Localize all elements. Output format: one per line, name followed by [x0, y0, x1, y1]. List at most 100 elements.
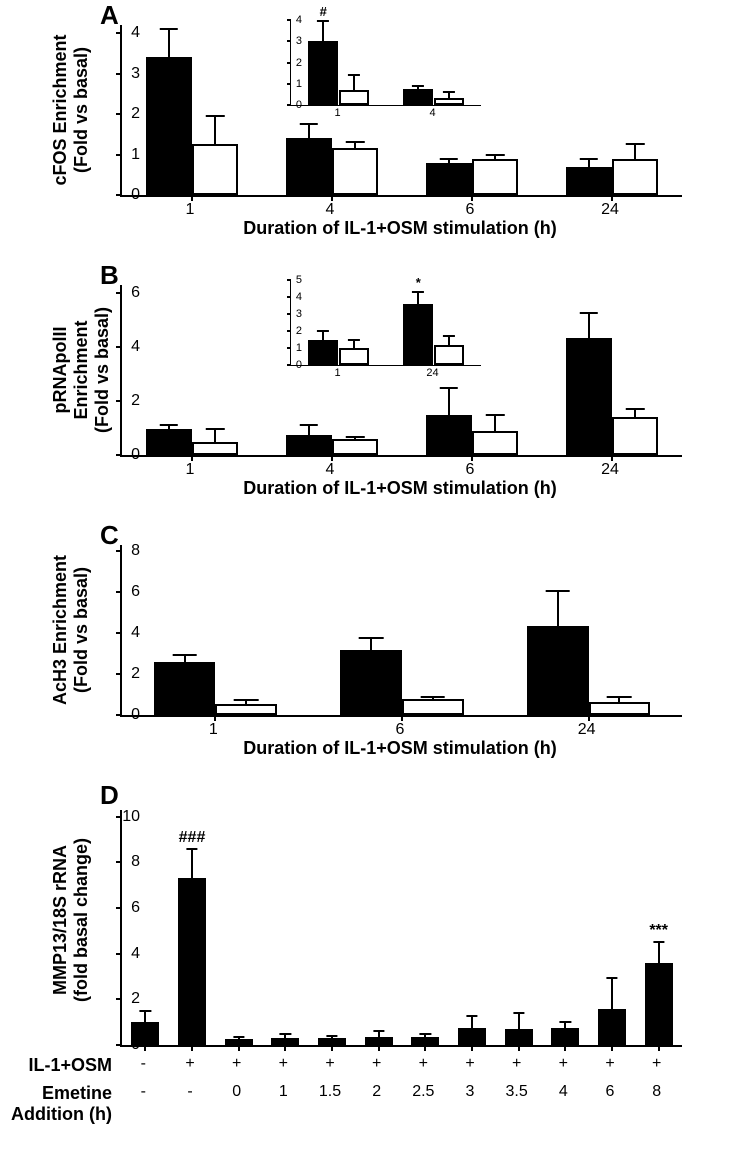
x-tick-label: 6: [396, 721, 405, 739]
bar-filled: [426, 415, 472, 455]
inset-y-tick-label: 3: [284, 35, 302, 47]
bar-filled: [146, 429, 192, 455]
bar-open: [612, 417, 658, 455]
y-tick-label: 3: [110, 65, 140, 83]
x-tick-label: 6: [466, 201, 475, 219]
error-cap: [486, 414, 504, 416]
error-cap: [206, 115, 224, 117]
x-tick-mark: [658, 1045, 660, 1051]
error-bar: [184, 655, 186, 662]
x-tick-label: 1: [186, 201, 195, 219]
y-tick-label: 10: [110, 808, 140, 826]
error-bar: [168, 29, 170, 57]
bar-filled: [146, 57, 192, 195]
bar-open: [332, 148, 378, 195]
row-cell: +: [232, 1055, 241, 1073]
panel-c-chart: [120, 545, 682, 717]
significance-marker: ###: [179, 829, 206, 847]
x-tick-label: 4: [326, 201, 335, 219]
bar-filled: [411, 1037, 439, 1045]
bar-filled: [566, 167, 612, 195]
y-tick-label: 4: [110, 24, 140, 42]
error-bar: [634, 409, 636, 417]
row-cell: 0: [232, 1083, 241, 1101]
y-tick-label: 4: [110, 338, 140, 356]
y-tick-label: 2: [110, 105, 140, 123]
error-cap: [326, 1035, 337, 1037]
error-cap: [280, 1033, 291, 1035]
x-tick-label: 24: [601, 461, 619, 479]
error-cap: [186, 848, 197, 850]
error-cap: [140, 1010, 151, 1012]
error-cap: [443, 335, 455, 337]
error-cap: [420, 696, 445, 698]
axis-title-text: AcH3 Enrichment (Fold vs basal): [50, 555, 92, 705]
error-bar: [634, 144, 636, 158]
error-cap: [440, 387, 458, 389]
row-cell: +: [185, 1055, 194, 1073]
row-cell: +: [372, 1055, 381, 1073]
error-cap: [653, 941, 664, 943]
bar-filled: [178, 878, 206, 1045]
row-cell: 2.5: [412, 1083, 434, 1101]
panel-b-y-title: pRNApolII Enrichment (Fold vs basal): [50, 280, 113, 460]
row-cell: +: [559, 1055, 568, 1073]
error-bar: [322, 331, 324, 340]
inset-y-tick-label: 2: [284, 57, 302, 69]
bar-open: [472, 431, 518, 455]
bar-open: [339, 90, 369, 105]
error-bar: [214, 116, 216, 144]
bar-open: [339, 348, 369, 365]
bar-open: [332, 439, 378, 455]
row-cell: -: [187, 1083, 192, 1101]
row-cell: +: [512, 1055, 521, 1073]
bar-filled: [154, 662, 216, 715]
error-cap: [486, 154, 504, 156]
bar-open: [192, 144, 238, 195]
y-tick-label: 6: [110, 899, 140, 917]
error-bar: [417, 292, 419, 304]
x-tick-label: 1: [186, 461, 195, 479]
y-tick-label: 2: [110, 665, 140, 683]
y-tick-label: 0: [110, 706, 140, 724]
error-bar: [471, 1016, 473, 1027]
x-tick-mark: [238, 1045, 240, 1051]
bar-filled: [426, 163, 472, 195]
panel-a-y-title: cFOS Enrichment (Fold vs basal): [50, 20, 92, 200]
error-cap: [443, 91, 455, 93]
panel-c-y-title: AcH3 Enrichment (Fold vs basal): [50, 540, 92, 720]
row-cell: 1: [279, 1083, 288, 1101]
x-tick-label: 6: [466, 461, 475, 479]
error-cap: [346, 436, 364, 438]
bar-filled: [286, 138, 332, 195]
error-cap: [346, 141, 364, 143]
x-tick-label: 4: [326, 461, 335, 479]
bar-filled: [551, 1028, 579, 1045]
inset-x-tick-label: 24: [426, 367, 438, 379]
error-bar: [308, 425, 310, 434]
error-bar: [370, 638, 372, 650]
x-tick-label: 24: [601, 201, 619, 219]
error-cap: [300, 424, 318, 426]
error-cap: [440, 158, 458, 160]
error-cap: [513, 1012, 524, 1014]
y-tick-label: 8: [110, 853, 140, 871]
row-cell: +: [652, 1055, 661, 1073]
x-tick-mark: [191, 1045, 193, 1051]
x-tick-mark: [611, 1045, 613, 1051]
x-tick-label: 24: [578, 721, 596, 739]
inset-y-tick-label: 5: [284, 274, 302, 286]
inset-x-tick-label: 1: [334, 367, 340, 379]
bar-filled: [286, 435, 332, 455]
error-cap: [160, 424, 178, 426]
bar-open: [402, 699, 464, 715]
error-cap: [206, 428, 224, 430]
bar-filled: [458, 1028, 486, 1045]
bar-filled: [340, 650, 402, 715]
error-cap: [412, 85, 424, 87]
panel-d-chart: ###***: [120, 810, 682, 1047]
panel-c: C AcH3 Enrichment (Fold vs basal) Durati…: [0, 520, 745, 770]
row-cell: +: [419, 1055, 428, 1073]
bar-open: [589, 702, 651, 715]
x-tick-mark: [144, 1045, 146, 1051]
